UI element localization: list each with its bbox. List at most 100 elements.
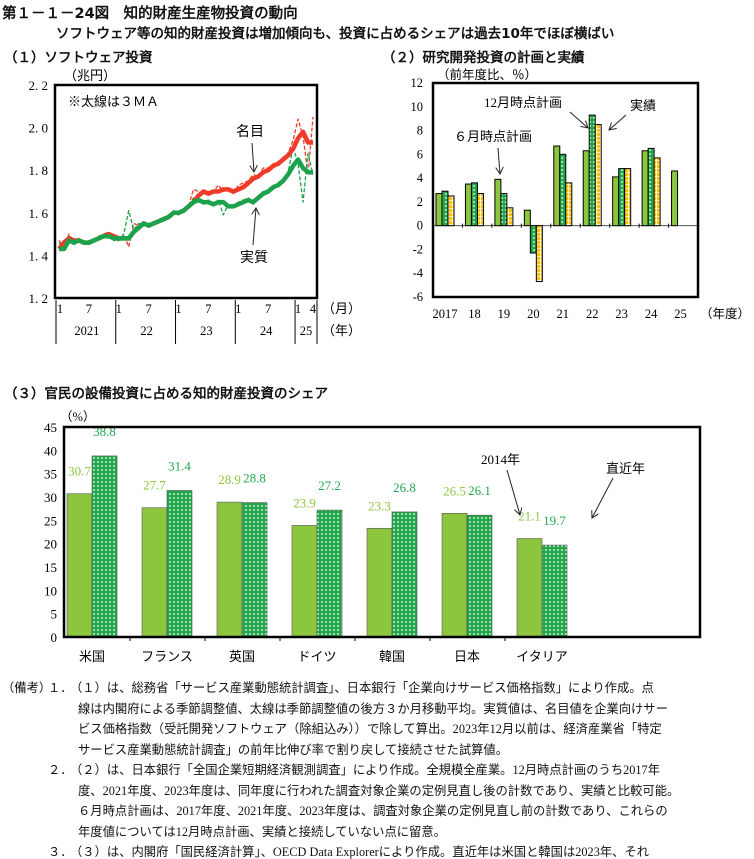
x-year-label: 23 [200,324,213,338]
y-tick-label: 15 [44,560,57,575]
x-month-tick: 7 [265,302,271,316]
x-month-tick: 1 [116,302,122,316]
bar [91,455,118,638]
bar [612,176,620,227]
bar [216,501,243,638]
note-line: 年度値については12月時点計画、実績と接続していない点に留意。 [78,824,446,839]
bar [523,209,531,227]
x-year-label: 22 [140,324,153,338]
x-month-tick: 1 [57,302,63,316]
real-raw-line [58,146,314,250]
bar [506,207,514,227]
bar [435,193,443,227]
bar [618,168,626,227]
y-tick-label: 5 [51,607,58,622]
y-axis-unit: （兆円） [64,68,116,83]
notes-label: （備考） [2,681,52,695]
y-tick-label: 25 [44,513,57,528]
arrow [498,147,500,174]
x-year-label: 25 [300,324,313,338]
bar [391,511,418,638]
y-tick-label: 30 [44,490,57,505]
bar [476,193,484,227]
note-line: ビス価格指数（受託開発ソフトウェア（除組込み））で除して算出。2023年12月以… [78,722,662,736]
arrow [506,469,520,515]
bar [516,538,543,638]
figure-subtitle: ソフトウェア等の知的財産投資は増加傾向も、投資に占めるシェアは過去10年でほぼ横… [56,26,615,42]
x-tick-label: イタリア [516,649,567,664]
arrow [252,142,254,172]
bar [671,170,679,227]
bar [316,509,343,638]
x-month-tick: 4 [310,302,317,316]
bar [464,183,472,227]
y-tick-label: 2 [417,195,423,209]
x-month-unit: （月） [322,301,361,316]
y-tick-label: 10 [44,583,57,598]
series-label-nominal: 名目 [236,124,264,140]
legend-label-dec-plan: 12月時点計画 [484,95,562,110]
x-year-label: 2021 [74,324,99,338]
data-label: 26.5 [443,483,466,498]
y-tick-label: -6 [413,290,423,304]
bar [66,493,93,638]
y-tick-label: 1. 6 [29,206,49,221]
y-tick-label: 2. 0 [29,121,49,136]
data-label: 27.2 [318,478,341,493]
y-tick-label: 10 [411,100,424,114]
x-tick-label: 米国 [79,649,105,664]
y-tick-label: 1. 8 [29,163,49,178]
bar [565,182,573,227]
note-line: （３）は、内閣府「国民経済計算」、OECD Data Explorerにより作成… [70,845,650,859]
legend-label-actual: 実績 [630,98,656,113]
nominal-3ma-line [57,129,313,251]
real-3ma-line [59,157,313,252]
x-tick-label: 英国 [229,649,255,664]
x-month-tick: 1 [235,302,241,316]
y-tick-label: 12 [411,76,424,90]
arrow [592,477,614,518]
bar [594,124,602,227]
y-tick-label: 20 [44,537,57,552]
arrow [609,114,627,130]
series-label-real: 実質 [240,250,268,266]
bar [624,168,632,227]
note-number: ２． [48,763,73,777]
x-tick-label: 日本 [454,649,480,664]
bar [447,195,455,227]
bar [641,150,649,227]
bar [553,145,561,227]
data-label: 23.9 [293,495,316,510]
figure-title: 第１－１－24図 知的財産生産物投資の動向 [2,6,298,22]
bar [653,157,661,227]
bar [647,147,655,227]
data-label: 27.7 [143,478,166,493]
x-axis-unit: （年度） [700,306,750,321]
note-line: （１）は、総務省「サービス産業動態統計調査」、日本銀行「企業向けサービス価格指数… [70,681,654,695]
panel3-title: （３）官民の設備投資に占める知的財産投資のシェア [4,386,328,402]
data-label: 28.8 [243,471,266,486]
note-line: 度、2021年度、2023年度は、同年度に行われた調査対象企業の定例見直し後の計… [78,783,680,798]
bar [535,225,543,283]
y-tick-label: 0 [51,630,58,645]
y-tick-label: 1. 4 [29,248,49,263]
data-label: 26.8 [393,480,416,495]
x-tick-label: 23 [615,307,628,321]
legend-label-2014: 2014年 [481,452,520,467]
x-month-tick: 7 [146,302,152,316]
arrow [253,208,256,246]
bar [500,193,508,227]
bar [470,182,478,227]
bar [366,527,393,638]
bar [541,544,568,638]
bar [559,153,567,227]
y-tick-label: 2. 2 [29,78,49,93]
x-tick-label: 2017 [433,307,458,321]
y-tick-label: -2 [413,242,423,256]
panel2-title: （２）研究開発投資の計画と実績 [382,50,585,66]
legend-label-june-plan: ６月時点計画 [454,129,532,144]
y-tick-label: 1. 2 [29,291,49,306]
note-number: ３． [48,845,73,859]
